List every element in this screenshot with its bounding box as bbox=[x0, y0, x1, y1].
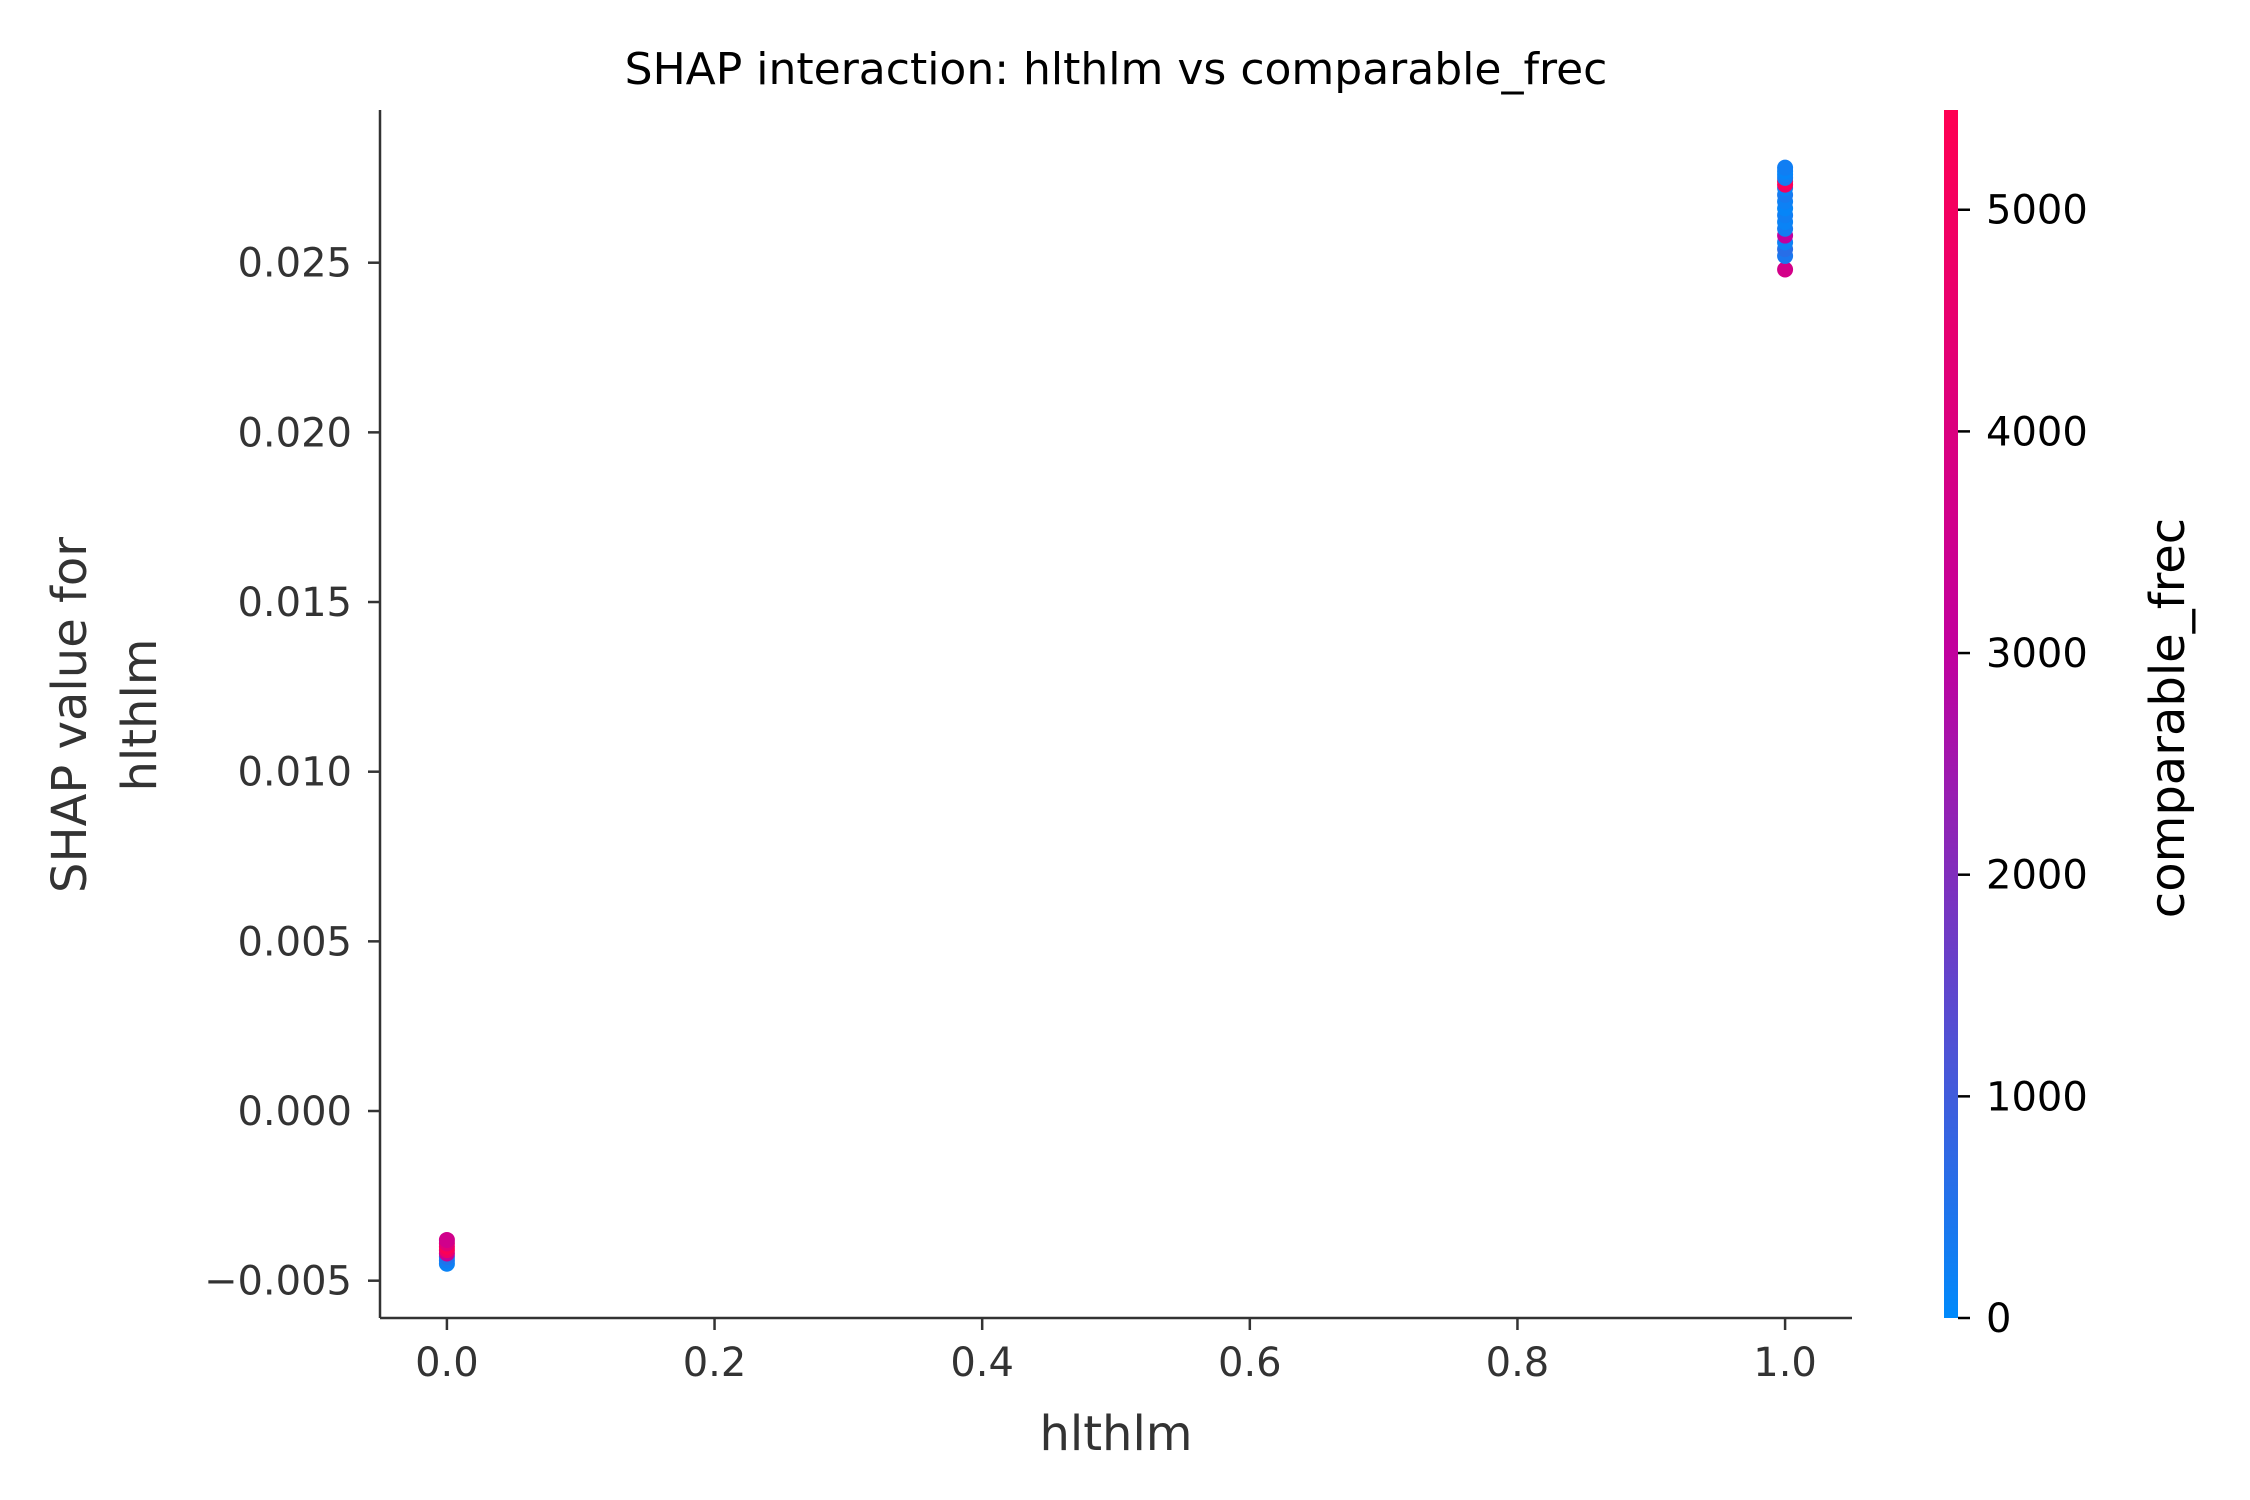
scatter-point bbox=[438, 1231, 455, 1248]
x-tick-label: 0.0 bbox=[415, 1340, 479, 1386]
scatter-points bbox=[438, 159, 1794, 1272]
colorbar: 0 1000 2000 3000 4000 5000 comparable_frec bbox=[1944, 110, 2196, 1342]
y-tick-label: 0.025 bbox=[237, 241, 352, 287]
x-tick-label: 0.2 bbox=[683, 1340, 747, 1386]
x-tick-label: 0.4 bbox=[950, 1340, 1014, 1386]
y-ticks: −0.005 0.000 0.005 0.010 0.015 0.020 0.025 bbox=[204, 241, 380, 1305]
colorbar-tick-label: 3000 bbox=[1986, 631, 2088, 677]
y-axis-title-line-2: hlthlm bbox=[112, 638, 168, 791]
colorbar-title: comparable_frec bbox=[2140, 518, 2196, 918]
plot-area: 0.0 0.2 0.4 0.6 0.8 1.0 −0.005 0.000 0.005 0.010… bbox=[204, 110, 1852, 1386]
colorbar-tick-label: 2000 bbox=[1986, 853, 2088, 899]
colorbar-tick-label: 0 bbox=[1986, 1296, 2011, 1342]
x-tick-label: 1.0 bbox=[1753, 1340, 1817, 1386]
chart-title: SHAP interaction: hlthlm vs comparable_f… bbox=[625, 44, 1608, 95]
x-tick-label: 0.6 bbox=[1218, 1340, 1282, 1386]
y-axis-title-line-1: SHAP value for bbox=[42, 537, 98, 893]
scatter-point bbox=[1777, 261, 1794, 278]
colorbar-ticks: 0 1000 2000 3000 4000 5000 bbox=[1958, 188, 2088, 1342]
colorbar-tick-label: 5000 bbox=[1986, 188, 2088, 234]
colorbar-tick-label: 4000 bbox=[1986, 409, 2088, 455]
x-axis-title: hlthlm bbox=[1039, 1406, 1192, 1462]
x-ticks: 0.0 0.2 0.4 0.6 0.8 1.0 bbox=[415, 1318, 1817, 1386]
y-tick-label: 0.000 bbox=[237, 1089, 352, 1135]
y-tick-label: 0.010 bbox=[237, 750, 352, 796]
scatter-point bbox=[1777, 159, 1794, 176]
y-tick-label: −0.005 bbox=[204, 1259, 352, 1305]
y-tick-label: 0.005 bbox=[237, 919, 352, 965]
y-tick-label: 0.015 bbox=[237, 580, 352, 626]
y-tick-label: 0.020 bbox=[237, 410, 352, 456]
colorbar-tick-label: 1000 bbox=[1986, 1074, 2088, 1120]
colorbar-gradient bbox=[1944, 110, 1958, 1318]
x-tick-label: 0.8 bbox=[1486, 1340, 1550, 1386]
y-axis-title: SHAP value for hlthlm bbox=[42, 537, 168, 893]
